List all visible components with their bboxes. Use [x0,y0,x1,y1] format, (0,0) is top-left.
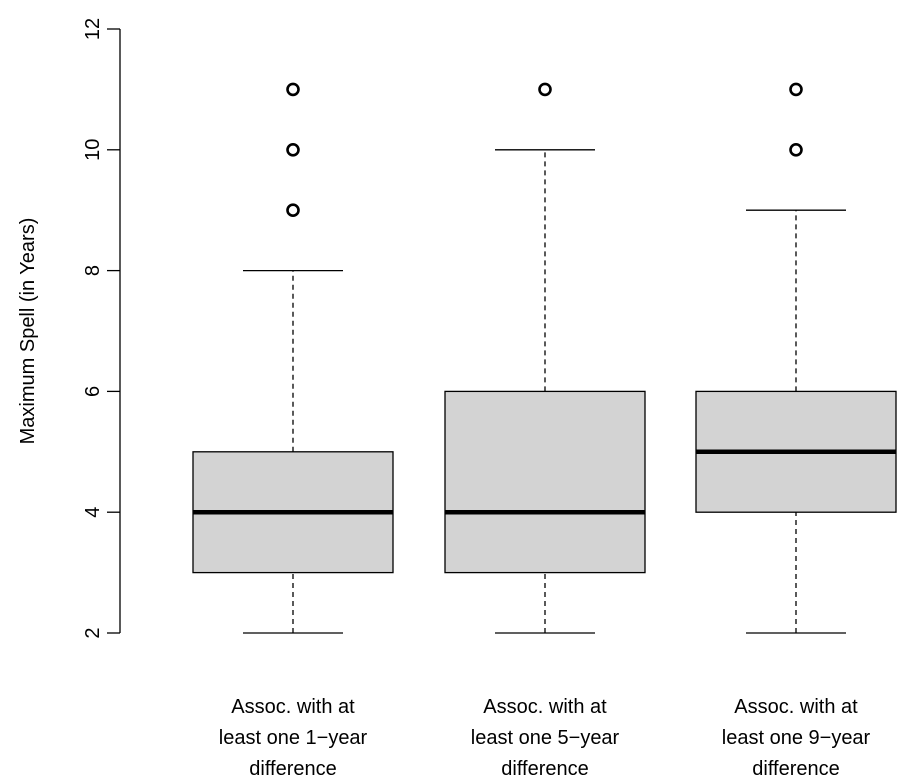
category-label: Assoc. with at least one 9−year difference [722,696,871,780]
category-label-line: Assoc. with at [483,696,607,718]
category-label-line: difference [249,758,336,780]
y-tick-label: 12 [82,18,104,40]
outlier-point [286,82,300,97]
box-iqr [444,390,646,574]
box-group [192,82,394,634]
outlier-point [538,82,552,97]
box-group [695,82,897,634]
category-label-line: least one 9−year [722,727,871,749]
category-label: Assoc. with at least one 5−year difference [471,696,620,780]
category-label-line: difference [501,758,588,780]
category-labels: Assoc. with at least one 1−year difference… [219,696,871,780]
y-axis: 2 4 6 8 10 12 [82,18,121,639]
y-tick-label: 6 [82,386,104,397]
outlier-point [286,143,300,157]
outlier-point [286,203,300,217]
box-group [444,82,646,634]
category-label-line: Assoc. with at [231,696,355,718]
boxes [192,82,897,634]
category-label-line: least one 1−year [219,727,368,749]
category-label-line: least one 5−year [471,727,620,749]
y-tick-label: 2 [82,627,104,638]
category-label-line: Assoc. with at [734,696,858,718]
outlier-point [789,143,803,157]
category-label-line: difference [752,758,839,780]
y-axis-title: Maximum Spell (in Years) [17,218,39,445]
category-label: Assoc. with at least one 1−year difference [219,696,368,780]
y-tick-label: 10 [82,139,104,161]
y-tick-label: 4 [82,507,104,518]
outlier-point [789,82,803,97]
y-tick-label: 8 [82,265,104,276]
